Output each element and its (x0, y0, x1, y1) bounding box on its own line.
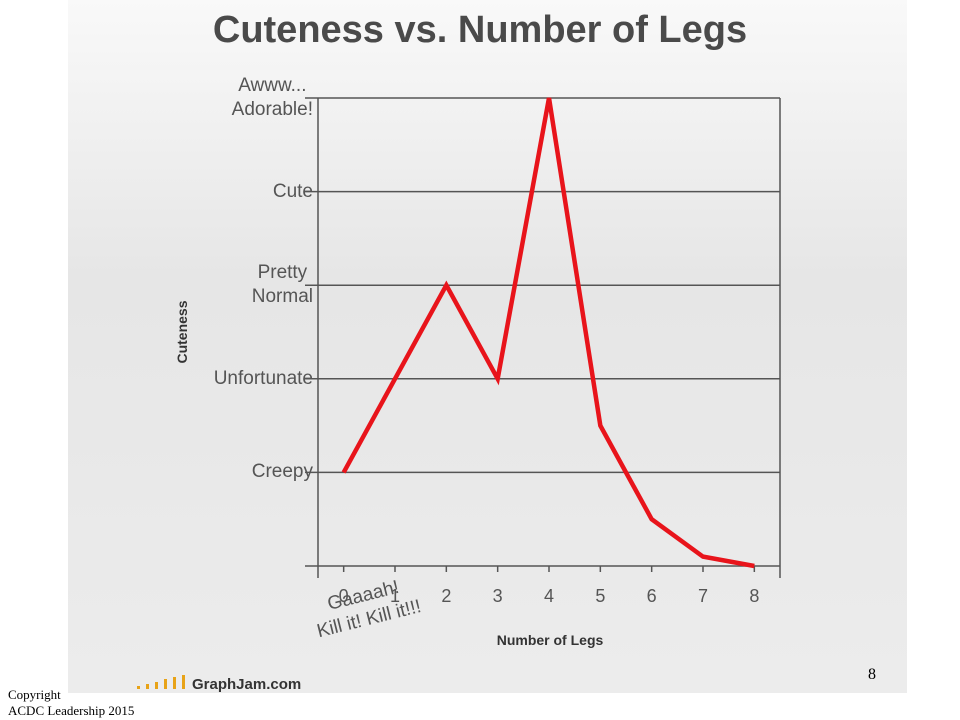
y-axis-label: Cuteness (174, 300, 190, 364)
x-tick-label: 7 (697, 586, 709, 606)
chart-panel (68, 0, 907, 693)
graphjam-logo (137, 675, 185, 689)
y-tick-label: Creepy (251, 461, 313, 483)
x-tick-label: 2 (441, 586, 452, 606)
y-tick-label: Awww... Adorable! (231, 75, 313, 120)
footer: Copyright ACDC Leadership 2015 (8, 687, 135, 718)
x-tick-label: 5 (595, 586, 606, 606)
x-tick-label: 8 (749, 586, 760, 606)
page-number: 8 (868, 666, 876, 683)
y-tick-label: Unfortunate (213, 367, 313, 389)
x-axis-label: Number of Legs (496, 632, 604, 648)
x-tick-label: 6 (646, 586, 657, 606)
y-tick-label: Pretty Normal (251, 262, 313, 308)
x-tick-label: 1 (389, 586, 401, 606)
source: GraphJam.com (192, 676, 302, 693)
y-tick-label: Cute (272, 180, 313, 202)
x-tick-label: 3 (492, 586, 503, 606)
x-tick-label: 4 (543, 586, 555, 606)
chart-title: Cuteness vs. Number of Legs (212, 9, 748, 51)
data-line (341, 97, 755, 569)
x-tick-label: 0 (338, 586, 349, 606)
